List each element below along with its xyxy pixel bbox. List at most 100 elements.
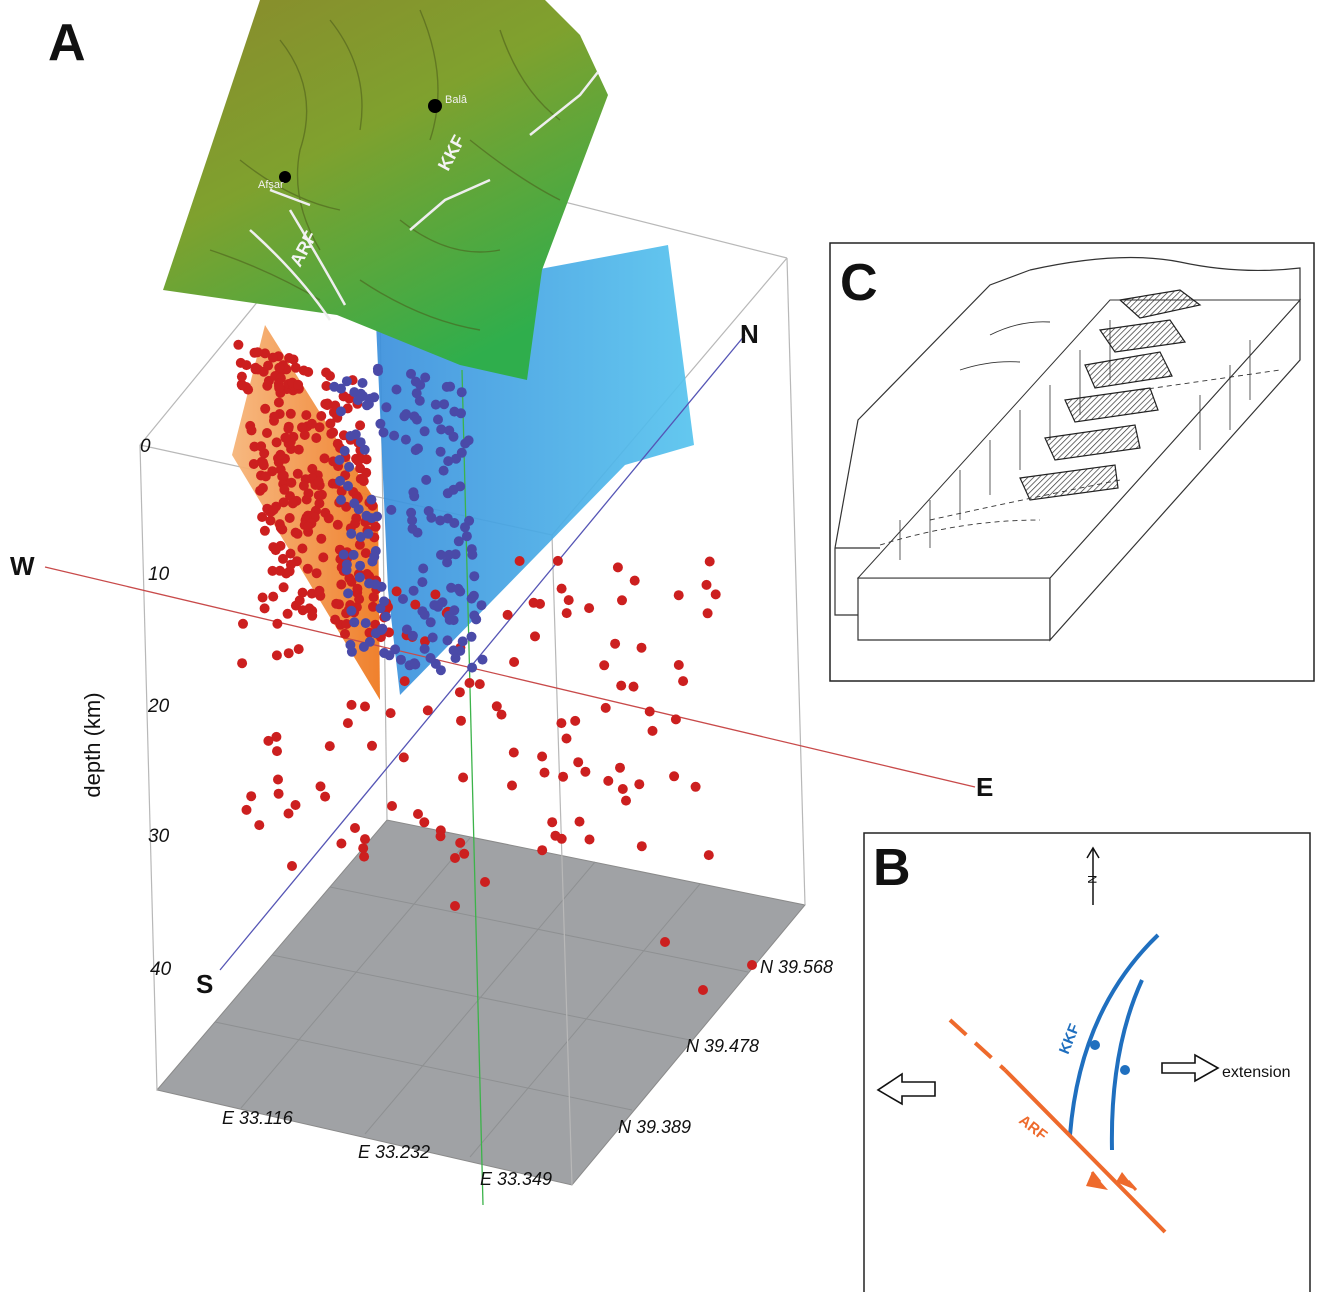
red-event-point <box>293 379 304 390</box>
blue-event-point <box>435 515 446 526</box>
red-event-point <box>325 371 335 381</box>
red-event-point <box>318 552 329 563</box>
red-event-point <box>458 772 469 783</box>
red-event-point <box>258 457 268 468</box>
red-event-point <box>271 731 282 742</box>
blue-event-point <box>456 387 467 398</box>
red-event-point <box>636 841 647 852</box>
red-event-point <box>254 820 265 831</box>
blue-event-point <box>433 600 444 611</box>
red-event-point <box>271 437 282 448</box>
blue-event-point <box>379 596 389 607</box>
red-event-point <box>278 497 289 508</box>
red-event-point <box>358 843 369 854</box>
red-event-point <box>509 657 520 667</box>
red-event-point <box>644 706 655 717</box>
red-event-point <box>361 454 372 465</box>
panel-b-letter: B <box>873 839 911 897</box>
blue-event-point <box>457 636 468 647</box>
direction-south: S <box>196 969 213 999</box>
red-event-point <box>267 352 278 363</box>
blue-event-point <box>453 583 464 594</box>
blue-event-point <box>366 494 377 505</box>
red-event-point <box>636 642 647 653</box>
red-event-point <box>315 781 326 792</box>
panel-b-frame <box>863 832 1311 1292</box>
blue-event-point <box>436 424 447 435</box>
blue-event-point <box>373 366 383 377</box>
red-event-point <box>530 631 540 642</box>
arf-slip-arrows <box>1086 1171 1138 1191</box>
red-event-point <box>561 733 572 744</box>
red-event-point <box>297 543 308 554</box>
red-event-point <box>332 519 343 530</box>
blue-event-point <box>419 426 430 437</box>
blue-event-point <box>361 510 372 521</box>
red-event-point <box>435 831 446 842</box>
red-event-point <box>306 418 317 429</box>
blue-event-point <box>338 549 349 560</box>
red-event-point <box>556 718 567 729</box>
blue-event-point <box>442 513 453 524</box>
blue-event-point <box>355 437 366 448</box>
red-event-point <box>552 555 563 566</box>
red-event-point <box>336 838 347 849</box>
red-event-point <box>294 595 305 606</box>
red-event-point <box>350 823 360 833</box>
red-event-point <box>368 592 379 603</box>
red-event-point <box>410 599 421 610</box>
blue-event-point <box>375 418 386 429</box>
red-event-point <box>326 428 337 439</box>
red-event-point <box>584 603 595 614</box>
depth-tick-10: 10 <box>148 564 170 585</box>
red-event-point <box>673 590 684 601</box>
kkf-downthrow-marker-1 <box>1090 1040 1100 1050</box>
red-event-point <box>496 709 507 720</box>
ew-axis-line <box>44 566 976 788</box>
red-event-point <box>539 767 550 778</box>
blue-event-point <box>450 653 461 664</box>
red-event-point <box>262 428 272 438</box>
red-event-point <box>342 718 353 729</box>
red-event-point <box>259 525 270 536</box>
red-event-point <box>278 553 288 564</box>
direction-west: W <box>10 551 35 581</box>
red-event-point <box>413 809 423 819</box>
red-event-point <box>233 339 244 350</box>
red-event-point <box>263 360 274 371</box>
red-event-point <box>287 861 297 871</box>
blue-event-cloud <box>329 363 488 676</box>
red-event-point <box>710 589 721 600</box>
blue-event-point <box>417 577 428 588</box>
red-event-point <box>617 784 628 794</box>
blue-event-point <box>467 662 478 673</box>
north-symbol: N <box>1085 875 1099 884</box>
blue-event-point <box>398 594 408 604</box>
red-event-point <box>508 747 519 758</box>
red-event-point <box>302 563 313 574</box>
blue-event-point <box>425 617 436 628</box>
red-event-point <box>282 608 293 619</box>
red-event-point <box>354 594 365 605</box>
red-event-point <box>314 585 325 596</box>
blue-event-point <box>349 498 360 509</box>
blue-event-point <box>400 434 411 445</box>
blue-event-point <box>381 611 391 622</box>
red-event-point <box>313 476 324 487</box>
red-event-point <box>491 701 502 712</box>
northing-label-2: N 39.478 <box>686 1036 759 1056</box>
red-event-point <box>621 795 631 806</box>
blue-event-point <box>401 624 412 635</box>
red-event-point <box>272 618 283 629</box>
red-event-point <box>341 501 352 512</box>
red-event-point <box>292 528 303 539</box>
red-event-point <box>297 605 308 616</box>
blue-event-point <box>349 617 360 628</box>
blue-event-point <box>348 549 359 560</box>
blue-event-point <box>339 445 350 456</box>
red-event-point <box>268 504 279 515</box>
terrain-surface <box>163 0 608 380</box>
blue-event-point <box>390 644 401 655</box>
blue-event-point <box>443 610 454 621</box>
red-event-point <box>456 715 466 726</box>
